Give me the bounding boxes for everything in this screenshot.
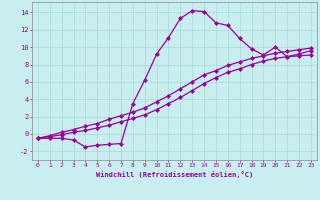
X-axis label: Windchill (Refroidissement éolien,°C): Windchill (Refroidissement éolien,°C) (96, 171, 253, 178)
